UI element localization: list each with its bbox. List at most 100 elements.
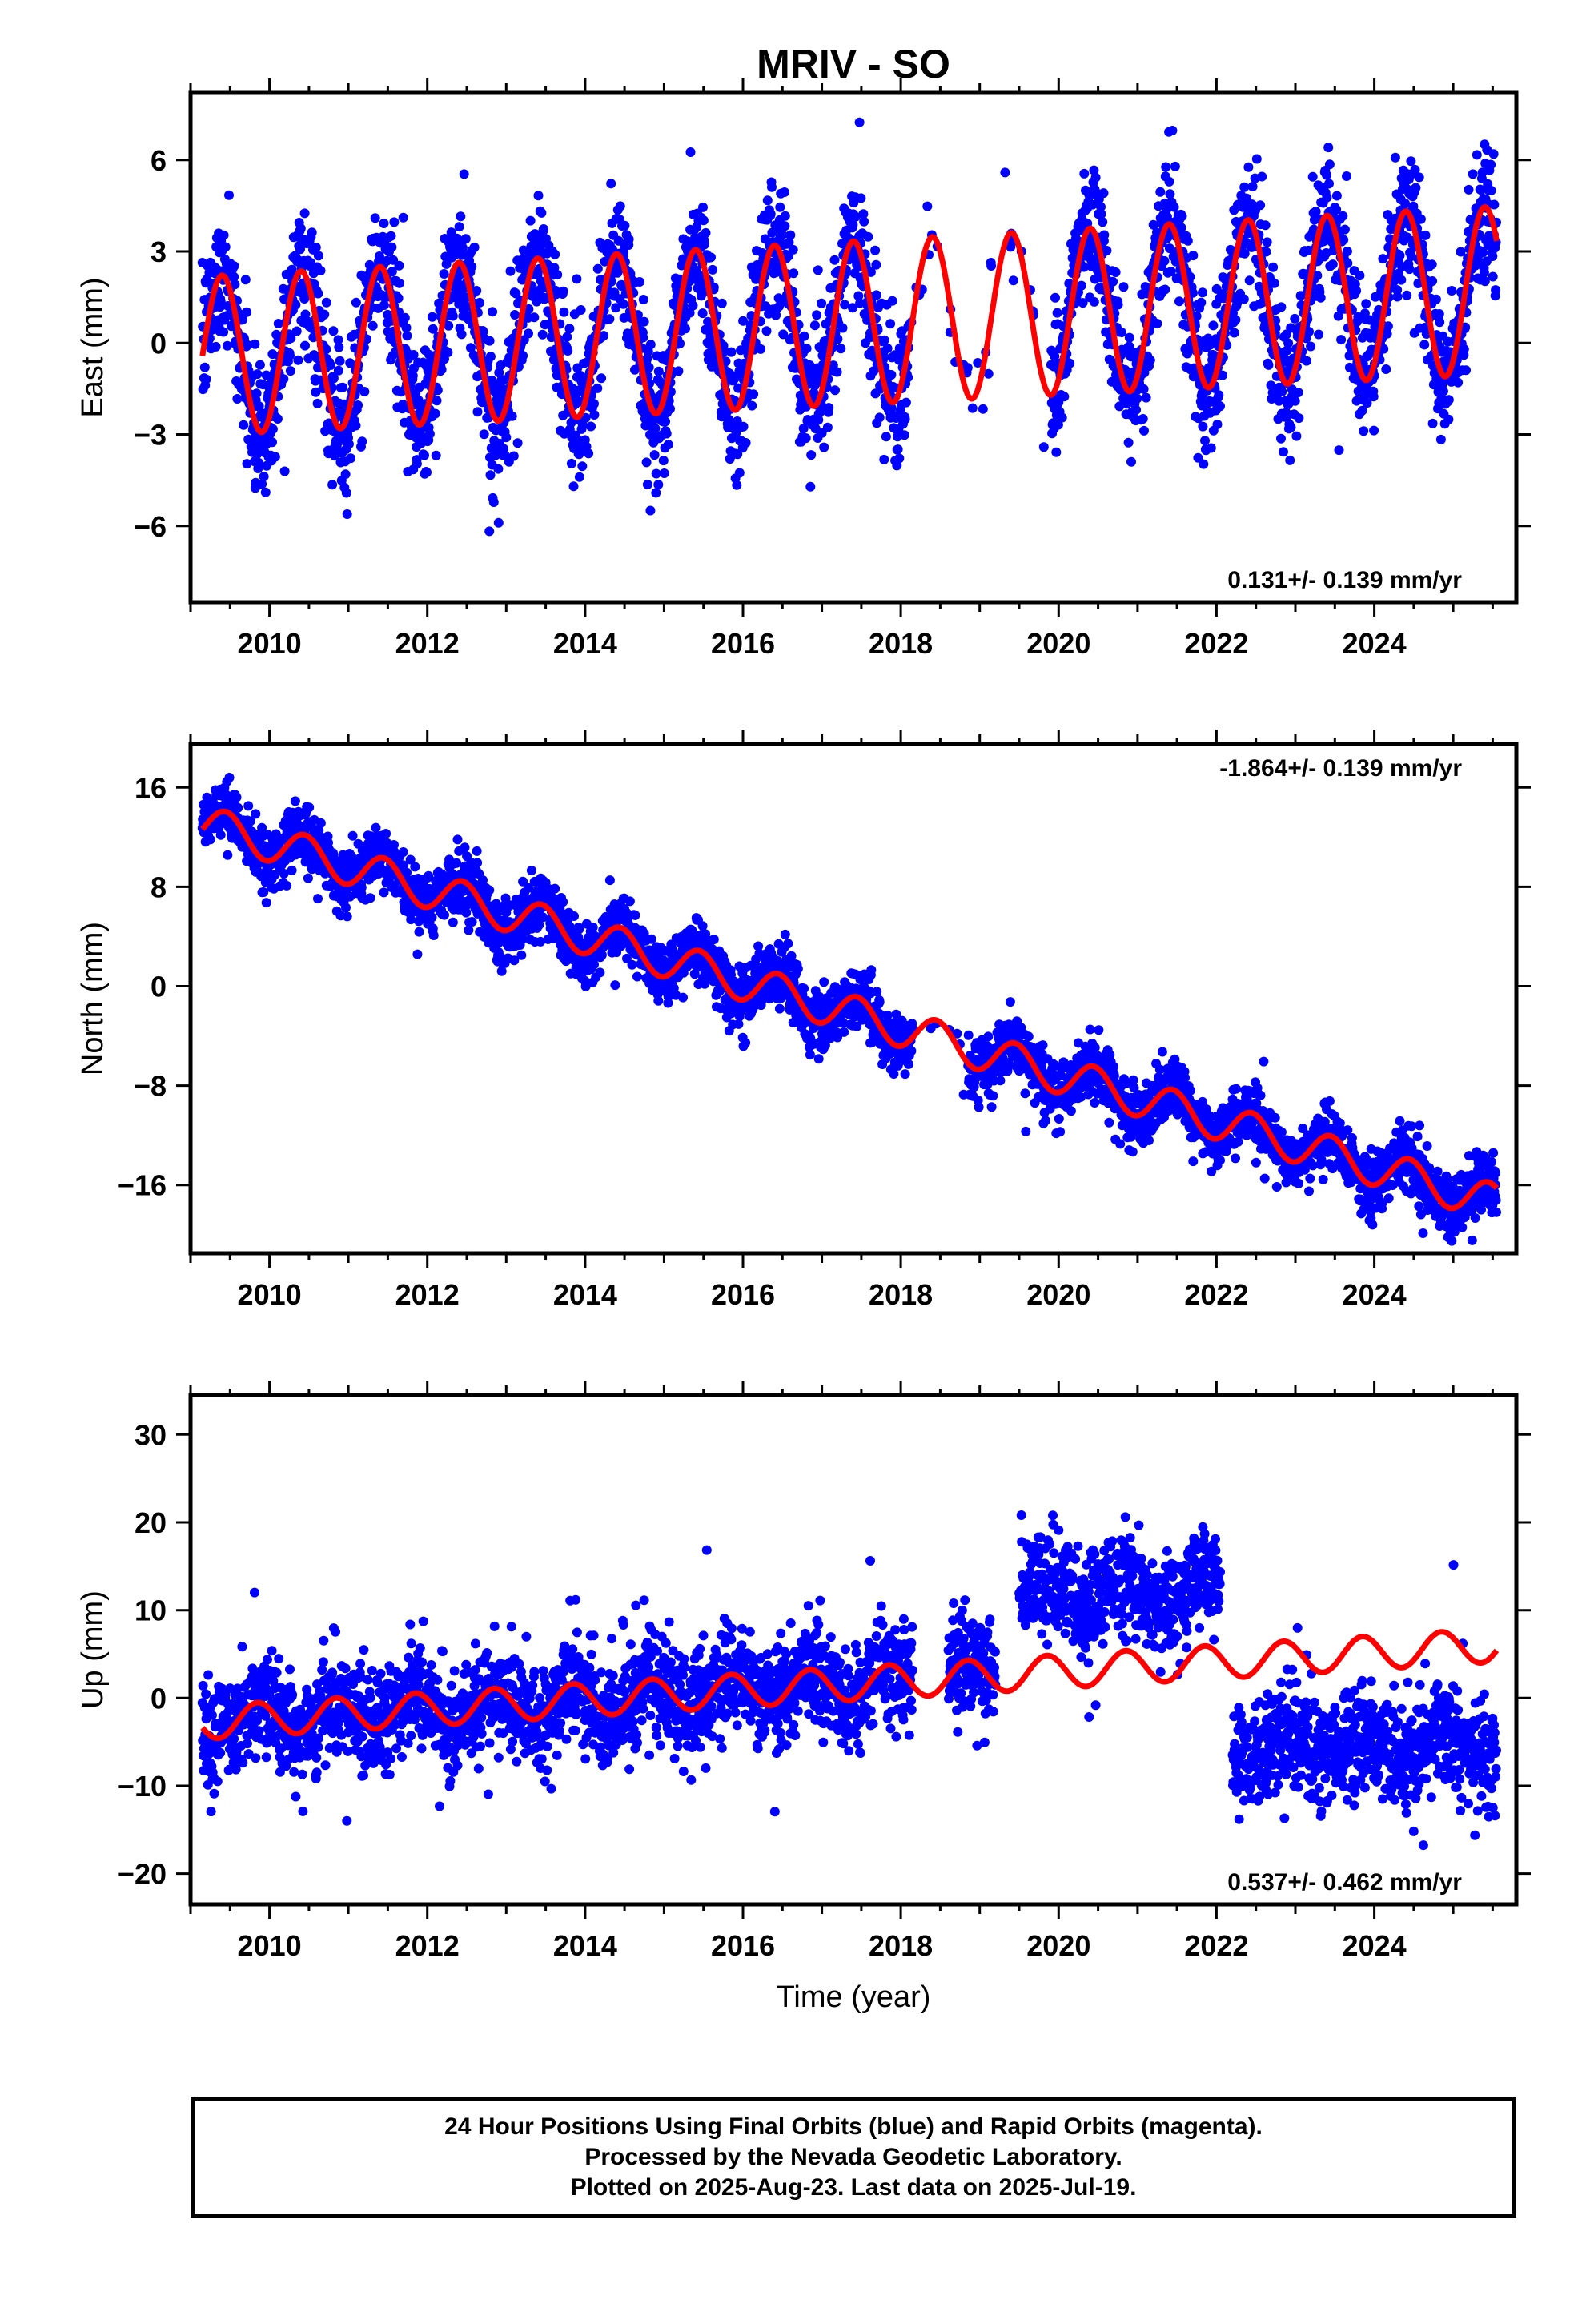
observation-point xyxy=(394,260,404,271)
observation-point xyxy=(1381,364,1391,374)
observation-point xyxy=(805,481,816,492)
observation-point xyxy=(321,297,331,308)
observation-point xyxy=(1301,356,1311,366)
observation-point xyxy=(967,403,978,413)
observation-point xyxy=(475,297,485,308)
observation-point xyxy=(291,300,301,310)
observation-point xyxy=(709,935,719,944)
observation-point xyxy=(640,405,651,416)
observation-point xyxy=(205,834,215,845)
observation-point xyxy=(428,324,438,334)
observation-point xyxy=(1170,161,1180,171)
observation-point xyxy=(717,298,727,308)
observation-point xyxy=(592,383,603,393)
observation-point xyxy=(1231,315,1241,325)
observation-point xyxy=(240,275,251,285)
observation-points xyxy=(197,773,1501,1246)
observation-point xyxy=(580,412,591,423)
observation-point xyxy=(563,346,573,356)
observation-point xyxy=(370,213,380,223)
observation-point xyxy=(1378,254,1388,264)
observation-point xyxy=(494,368,504,378)
observation-point xyxy=(386,231,396,241)
observation-point xyxy=(673,366,684,376)
observation-point xyxy=(822,422,833,432)
y-tick-label: −6 xyxy=(134,510,167,543)
observation-point xyxy=(1257,171,1267,182)
y-tick-label: 6 xyxy=(151,144,167,177)
observation-point xyxy=(1390,152,1400,163)
observation-point xyxy=(1161,162,1171,172)
observation-point xyxy=(615,201,625,211)
observation-point xyxy=(457,243,468,253)
observation-point xyxy=(295,244,305,255)
observation-point xyxy=(387,242,397,252)
observation-point xyxy=(1307,171,1318,182)
observation-point xyxy=(1286,422,1296,432)
observation-point xyxy=(393,293,404,304)
observation-point xyxy=(698,202,708,212)
observation-point xyxy=(1488,149,1499,159)
observation-point xyxy=(374,251,384,261)
observation-point xyxy=(1164,176,1174,187)
observation-point xyxy=(569,911,579,921)
observation-point xyxy=(342,509,352,519)
observation-point xyxy=(606,179,616,189)
observation-point xyxy=(300,309,311,320)
observation-point xyxy=(701,227,711,238)
observation-point xyxy=(533,191,544,201)
observation-point xyxy=(334,342,344,352)
observation-point xyxy=(881,432,891,442)
observation-point xyxy=(1268,262,1279,272)
observation-point xyxy=(1165,189,1175,199)
observation-point xyxy=(313,894,323,904)
observation-point xyxy=(456,329,467,340)
observation-point xyxy=(472,846,482,856)
observation-point xyxy=(537,329,548,340)
observation-point xyxy=(1447,286,1457,296)
observation-point xyxy=(809,320,820,331)
observation-point xyxy=(1243,162,1254,172)
observation-point xyxy=(493,464,504,474)
observation-point xyxy=(1336,335,1347,345)
observation-point xyxy=(1342,247,1352,256)
y-axis-label: East (mm) xyxy=(76,277,110,417)
observation-point xyxy=(460,842,470,853)
observation-point xyxy=(408,350,419,360)
observation-point xyxy=(685,147,696,157)
observation-point xyxy=(552,270,563,280)
observation-point xyxy=(484,526,495,537)
observation-point xyxy=(1489,199,1500,210)
observation-point xyxy=(592,263,603,274)
observation-point xyxy=(1276,433,1286,444)
observation-point xyxy=(1486,159,1496,170)
observation-point xyxy=(307,227,317,238)
observation-point xyxy=(1406,156,1416,167)
observation-point xyxy=(596,373,607,384)
observation-point xyxy=(224,773,235,782)
observation-point xyxy=(315,818,326,828)
observation-point xyxy=(576,305,586,315)
observation-point xyxy=(1279,447,1288,457)
observation-point xyxy=(1155,187,1166,197)
observation-point xyxy=(761,326,772,336)
observation-point xyxy=(1263,360,1274,370)
observation-point xyxy=(1415,214,1426,224)
observation-point xyxy=(272,414,283,424)
observation-point xyxy=(287,865,297,875)
observation-point xyxy=(243,801,254,811)
observation-point xyxy=(303,873,313,883)
observation-point xyxy=(1251,154,1262,164)
observation-point xyxy=(641,457,652,468)
observation-point xyxy=(239,420,249,430)
observation-point xyxy=(436,364,447,375)
observation-point xyxy=(526,866,536,875)
observation-point xyxy=(401,323,412,333)
observation-point xyxy=(1110,267,1121,277)
observation-point xyxy=(300,340,310,351)
observation-point xyxy=(312,398,323,408)
observation-point xyxy=(1461,365,1471,376)
observation-point xyxy=(741,438,751,448)
observation-point xyxy=(1057,412,1067,423)
observation-point xyxy=(658,456,669,466)
